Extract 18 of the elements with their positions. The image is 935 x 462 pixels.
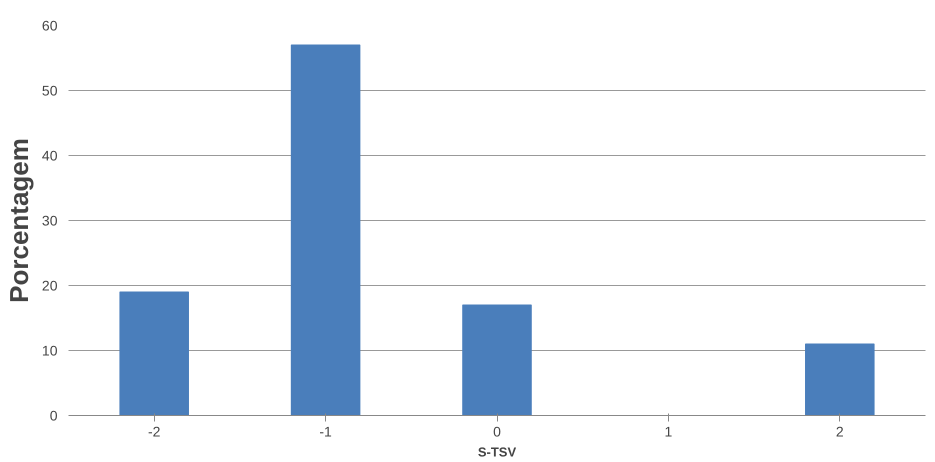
y-tick-label: 40 — [42, 148, 58, 164]
x-tick-label: 0 — [493, 424, 502, 440]
y-axis-title: Porcentagem — [4, 138, 34, 303]
x-axis-title: S-TSV — [478, 444, 516, 460]
y-tick-label: 60 — [42, 18, 58, 34]
x-tick-label: 2 — [836, 424, 844, 440]
bar — [462, 304, 532, 416]
bar — [290, 44, 360, 416]
bar — [805, 344, 875, 416]
y-tick-label: 10 — [42, 342, 58, 358]
y-tick-label: 50 — [42, 82, 58, 98]
bar — [119, 292, 189, 416]
x-tick-label: -1 — [319, 424, 332, 440]
y-tick-label: 20 — [42, 278, 58, 294]
x-tick-label: 1 — [664, 424, 673, 440]
y-tick-label: 30 — [42, 212, 58, 228]
y-tick-label: 0 — [50, 408, 58, 424]
x-tick-label: -2 — [148, 424, 161, 440]
